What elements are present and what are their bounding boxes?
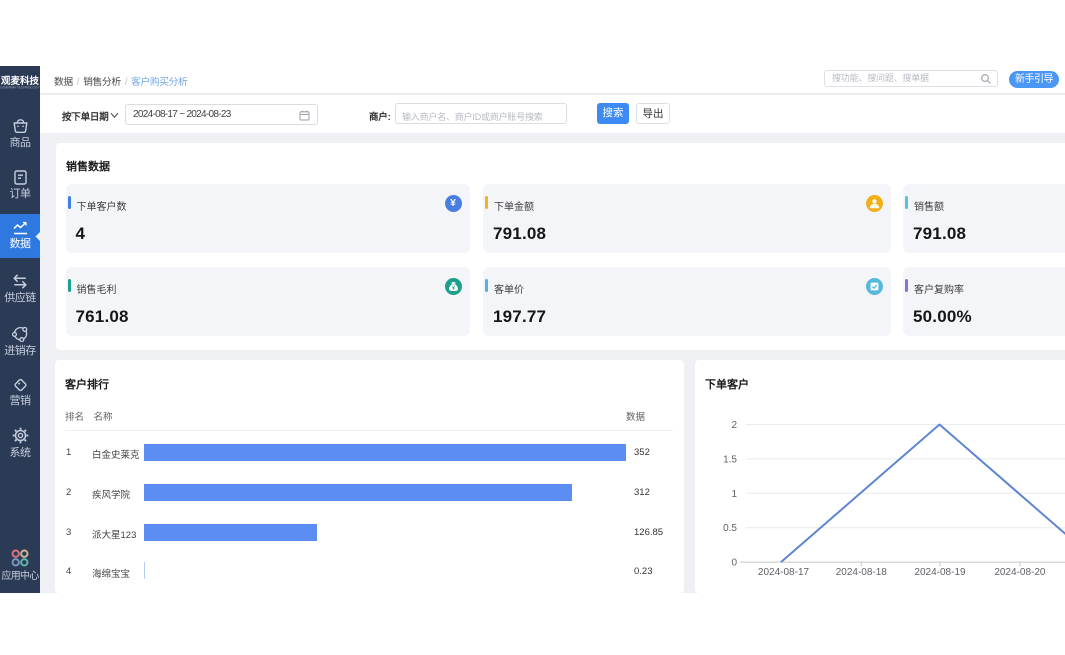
svg-text:0.5: 0.5 bbox=[723, 523, 737, 534]
svg-text:2024-08-18: 2024-08-18 bbox=[836, 567, 888, 578]
svg-text:2: 2 bbox=[731, 420, 737, 431]
svg-text:0: 0 bbox=[731, 558, 737, 569]
svg-text:2024-08-20: 2024-08-20 bbox=[994, 567, 1046, 578]
svg-text:2024-08-17: 2024-08-17 bbox=[758, 567, 810, 578]
svg-text:1: 1 bbox=[731, 489, 737, 500]
svg-text:1.5: 1.5 bbox=[723, 454, 737, 465]
svg-text:2024-08-19: 2024-08-19 bbox=[914, 567, 966, 578]
